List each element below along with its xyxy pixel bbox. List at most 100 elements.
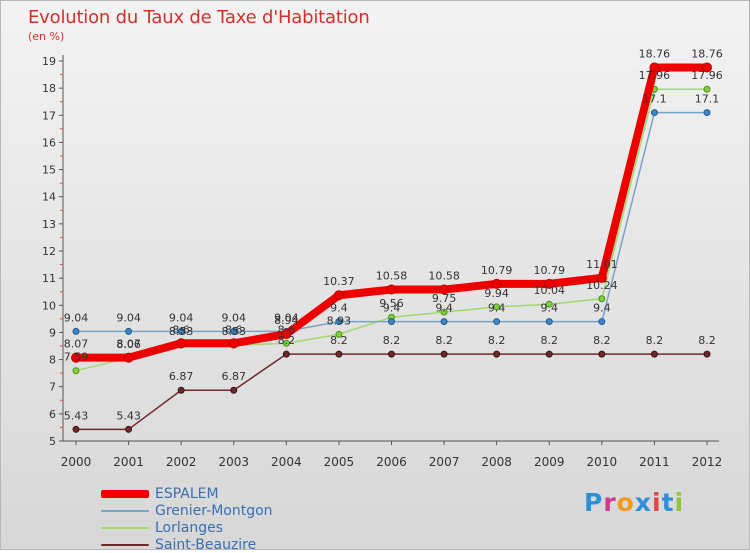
data-point-saint-beauzire [335, 350, 343, 358]
data-label-grenier-montgon: 9.04 [274, 311, 299, 324]
data-point-espalem [333, 290, 344, 301]
data-point-espalem [439, 284, 450, 295]
data-point-grenier-montgon [650, 109, 658, 117]
data-label-saint-beauzire: 8.2 [646, 334, 664, 347]
data-label-espalem: 10.79 [534, 264, 566, 277]
x-tick-label: 2007 [429, 455, 460, 469]
legend-swatch [101, 489, 149, 498]
legend-item-saint-beauzire: Saint-Beauzire [101, 536, 273, 553]
data-point-lorlanges [282, 339, 290, 347]
data-label-saint-beauzire: 8.2 [278, 334, 296, 347]
data-label-lorlanges: 9.56 [379, 297, 404, 310]
data-point-grenier-montgon [703, 109, 711, 117]
data-label-lorlanges: 8.6 [278, 323, 296, 336]
data-label-espalem: 8.07 [116, 338, 141, 351]
data-point-saint-beauzire [598, 350, 606, 358]
y-tick-label: 18 [42, 82, 56, 95]
data-label-espalem: 18.76 [691, 48, 723, 61]
data-label-saint-beauzire: 8.2 [330, 334, 348, 347]
data-label-grenier-montgon: 17.1 [695, 93, 720, 106]
logo-letter: P [584, 488, 604, 517]
data-label-grenier-montgon: 17.1 [642, 93, 667, 106]
y-tick-label: 19 [42, 55, 56, 68]
x-tick-label: 2003 [218, 455, 249, 469]
data-label-saint-beauzire: 8.2 [541, 334, 559, 347]
data-point-lorlanges [335, 330, 343, 338]
data-label-lorlanges: 9.75 [432, 292, 457, 305]
data-label-grenier-montgon: 9.04 [222, 311, 247, 324]
logo-letter: t [661, 488, 675, 517]
data-label-saint-beauzire: 8.2 [383, 334, 401, 347]
x-tick-label: 2009 [534, 455, 565, 469]
y-tick-label: 12 [42, 245, 56, 258]
data-point-grenier-montgon [230, 327, 238, 335]
data-label-espalem: 8.6 [225, 323, 243, 336]
data-label-espalem: 10.37 [323, 275, 355, 288]
data-label-saint-beauzire: 8.2 [593, 334, 611, 347]
data-label-saint-beauzire: 5.43 [116, 409, 141, 422]
series-line-saint-beauzire [75, 353, 708, 431]
data-point-grenier-montgon [335, 318, 343, 326]
data-point-espalem [228, 338, 239, 349]
data-label-espalem: 11.01 [586, 258, 618, 271]
chart-legend: ESPALEM Grenier-Montgon Lorlanges Saint-Bea… [101, 485, 273, 553]
x-tick-label: 2005 [324, 455, 355, 469]
data-point-lorlanges [72, 367, 80, 375]
data-label-espalem: 10.79 [481, 264, 513, 277]
x-tick-label: 2002 [166, 455, 197, 469]
legend-label: Grenier-Montgon [155, 502, 273, 519]
data-label-grenier-montgon: 9.04 [64, 311, 89, 324]
data-label-lorlanges: 9.94 [484, 287, 509, 300]
data-point-saint-beauzire [440, 350, 448, 358]
legend-swatch [101, 543, 149, 546]
data-point-grenier-montgon [598, 318, 606, 326]
data-point-lorlanges [440, 308, 448, 316]
legend-swatch [101, 509, 149, 512]
data-point-espalem [491, 278, 502, 289]
data-point-espalem [702, 62, 712, 73]
data-label-espalem: 10.58 [428, 270, 460, 283]
data-label-lorlanges: 7.59 [64, 351, 89, 364]
data-point-grenier-montgon [440, 318, 448, 326]
data-point-grenier-montgon [125, 327, 133, 335]
x-tick-label: 2012 [692, 455, 723, 469]
y-tick-label: 7 [49, 381, 56, 394]
data-point-saint-beauzire [650, 350, 658, 358]
y-tick-label: 13 [42, 218, 56, 231]
data-point-saint-beauzire [282, 350, 290, 358]
data-label-lorlanges: 10.24 [586, 279, 618, 292]
y-tick-label: 6 [49, 408, 56, 421]
legend-item-espalem: ESPALEM [101, 485, 273, 502]
y-tick-label: 8 [49, 354, 56, 367]
data-point-grenier-montgon [72, 327, 80, 335]
logo-letter: i [674, 488, 685, 517]
legend-item-lorlanges: Lorlanges [101, 519, 273, 536]
data-label-grenier-montgon: 9.4 [488, 302, 506, 315]
data-label-espalem: 8.94 [274, 314, 299, 327]
data-point-saint-beauzire [545, 350, 553, 358]
data-label-lorlanges: 8.53 [169, 325, 194, 338]
data-point-lorlanges [703, 85, 711, 93]
y-tick-label: 15 [42, 164, 56, 177]
data-label-saint-beauzire: 8.2 [435, 334, 453, 347]
data-point-espalem [386, 284, 397, 295]
data-label-lorlanges: 10.04 [534, 284, 566, 297]
x-tick-label: 2000 [61, 455, 92, 469]
data-point-saint-beauzire [177, 386, 185, 394]
data-label-espalem: 8.6 [172, 323, 190, 336]
data-point-lorlanges [493, 303, 501, 311]
data-point-espalem [281, 329, 292, 340]
data-point-saint-beauzire [230, 386, 238, 394]
data-label-lorlanges: 8.53 [222, 325, 247, 338]
chart-title: Evolution du Taux de Taxe d'Habitation [28, 7, 370, 28]
data-label-saint-beauzire: 6.87 [169, 370, 194, 383]
data-label-grenier-montgon: 9.4 [593, 302, 611, 315]
data-label-lorlanges: 8.93 [327, 314, 352, 327]
y-tick-label: 17 [42, 109, 56, 122]
logo-letter: i [652, 488, 662, 517]
y-tick-label: 9 [49, 326, 56, 339]
data-point-espalem [123, 352, 134, 363]
data-label-grenier-montgon: 9.04 [169, 311, 194, 324]
